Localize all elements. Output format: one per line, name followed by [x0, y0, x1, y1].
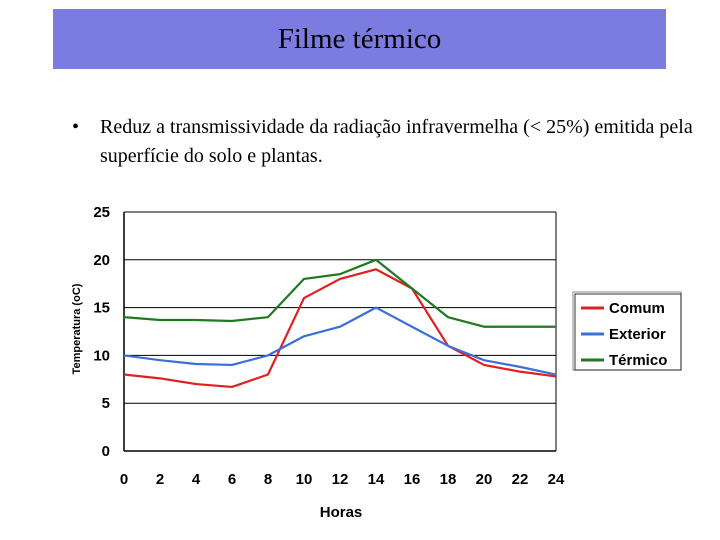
x-tick-label: 6	[228, 471, 236, 488]
x-tick-label: 12	[332, 471, 349, 488]
legend-label-exterior: Exterior	[609, 326, 666, 343]
series-lines	[123, 258, 557, 389]
legend: Comum Exterior Térmico	[572, 291, 682, 371]
x-tick-label: 10	[296, 471, 313, 488]
x-tick-label: 2	[156, 471, 164, 488]
x-axis-title: Horas	[320, 504, 363, 521]
bullet-point: • Reduz a transmissividade da radiação i…	[72, 113, 702, 171]
series-line-comum	[123, 268, 557, 389]
y-tick-label: 0	[102, 443, 110, 460]
y-tick-label: 25	[93, 204, 110, 221]
gridlines	[124, 211, 556, 404]
x-tick-label: 0	[120, 471, 128, 488]
x-tick-labels: 0 2 4 6 8 10 12 14 16 18 20 22 24	[120, 471, 565, 488]
series-line-termico	[123, 258, 556, 328]
y-tick-label: 5	[102, 395, 110, 412]
y-tick-labels: 0 5 10 15 20 25	[93, 204, 110, 460]
bullet-icon: •	[72, 116, 80, 138]
x-tick-label: 22	[512, 471, 529, 488]
x-tick-label: 18	[440, 471, 457, 488]
x-tick-label: 24	[548, 471, 565, 488]
x-tick-label: 16	[404, 471, 421, 488]
legend-label-comum: Comum	[609, 300, 665, 317]
legend-label-termico: Térmico	[609, 352, 667, 369]
x-tick-label: 14	[368, 471, 385, 488]
bullet-text: Reduz a transmissividade da radiação inf…	[100, 116, 693, 167]
y-tick-label: 20	[93, 252, 110, 269]
series-line-exterior	[123, 306, 557, 376]
y-axis-title: Temperatura (oC)	[71, 283, 83, 374]
x-tick-label: 20	[476, 471, 493, 488]
x-tick-label: 8	[264, 471, 272, 488]
y-tick-label: 15	[93, 300, 110, 317]
x-tick-label: 4	[192, 471, 201, 488]
slide-title: Filme térmico	[277, 22, 442, 55]
y-tick-label: 10	[93, 347, 110, 364]
slide-title-bar: Filme térmico	[53, 9, 666, 69]
